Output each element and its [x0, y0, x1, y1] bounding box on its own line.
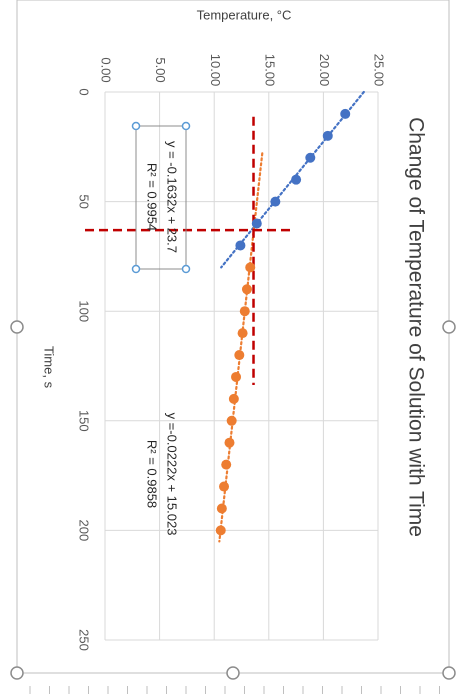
x-tick-label: 0	[77, 88, 92, 95]
chart-title[interactable]: Change of Temperature of Solution with T…	[404, 117, 427, 537]
label-handle[interactable]	[181, 121, 191, 131]
x-tick-label: 200	[77, 520, 92, 542]
trendline-equation-2: y =-0.0222x + 15.023	[165, 413, 180, 536]
resize-handle-bottom-left[interactable]	[10, 666, 24, 680]
data-point-series-1[interactable]	[305, 152, 316, 163]
ruler	[29, 686, 440, 694]
data-point-series-1[interactable]	[340, 108, 351, 119]
trendline-label-frame	[135, 125, 187, 270]
x-axis-title[interactable]: Time, s	[42, 346, 57, 389]
data-point-series-2[interactable]	[219, 481, 230, 492]
data-points	[215, 108, 351, 536]
data-point-series-1[interactable]	[235, 240, 246, 251]
data-point-series-2[interactable]	[231, 371, 242, 382]
label-handle[interactable]	[181, 264, 191, 274]
data-point-series-1[interactable]	[270, 196, 281, 207]
data-point-series-1[interactable]	[291, 174, 302, 185]
data-point-series-2[interactable]	[221, 459, 232, 470]
y-tick-label: 15.00	[262, 54, 277, 87]
data-point-series-2[interactable]	[226, 415, 237, 426]
data-point-series-2[interactable]	[239, 306, 250, 317]
y-tick-label: 25.00	[372, 54, 387, 87]
data-point-series-2[interactable]	[241, 284, 252, 295]
data-point-series-2[interactable]	[215, 525, 226, 536]
trendline-equation-1: y = -0.1632x + 23.7	[165, 141, 180, 253]
y-tick-label: 10.00	[208, 54, 223, 87]
data-point-series-2[interactable]	[224, 437, 235, 448]
resize-handle-left-middle[interactable]	[10, 320, 24, 334]
x-tick-label: 100	[77, 300, 92, 322]
x-tick-label: 50	[77, 194, 92, 208]
y-axis-title[interactable]: Temperature, °C	[197, 7, 292, 22]
trendline-r2-1: R² = 0.9954	[145, 163, 160, 231]
y-tick-label: 0.00	[99, 57, 114, 82]
data-point-series-2[interactable]	[234, 350, 245, 361]
y-tick-label: 5.00	[153, 57, 168, 82]
trendline-label-box-1[interactable]: y = -0.1632x + 23.7 R² = 0.9954	[131, 121, 191, 274]
resize-handle-right-middle[interactable]	[442, 320, 456, 334]
trendline-r2-2: R² = 0.9858	[145, 440, 160, 508]
data-point-series-1[interactable]	[322, 130, 333, 141]
data-point-series-1[interactable]	[251, 218, 262, 229]
data-point-series-2[interactable]	[216, 503, 227, 514]
data-point-series-2[interactable]	[237, 328, 248, 339]
data-point-series-2[interactable]	[228, 393, 239, 404]
resize-handle-bottom-middle[interactable]	[226, 666, 240, 680]
label-handle[interactable]	[131, 121, 141, 131]
x-tick-label: 250	[77, 629, 92, 651]
y-tick-label: 20.00	[317, 54, 332, 87]
guide-lines	[85, 116, 291, 386]
resize-handle-bottom-right[interactable]	[442, 666, 456, 680]
chart-frame	[16, 0, 450, 674]
trendline-2	[218, 152, 264, 543]
y-tick-labels: 0.00 5.00 10.00 15.00 20.00 25.00	[99, 54, 387, 87]
data-point-series-2[interactable]	[245, 262, 256, 273]
label-handle[interactable]	[131, 264, 141, 274]
x-tick-label: 150	[77, 410, 92, 432]
x-tick-labels: 0 50 100 150 200 250	[77, 88, 92, 650]
